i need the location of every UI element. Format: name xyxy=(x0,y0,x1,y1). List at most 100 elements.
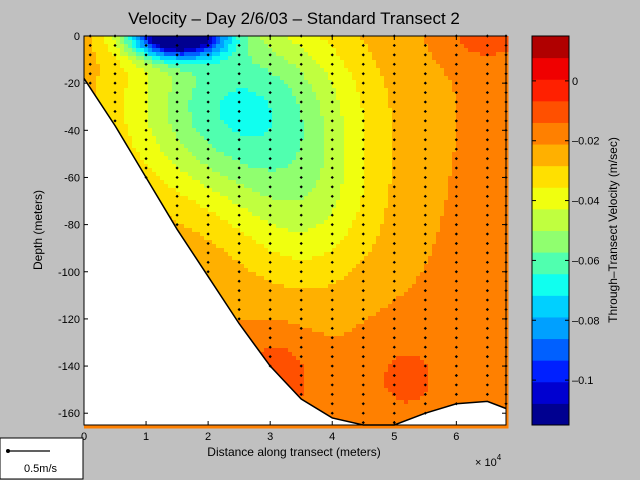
field-cell xyxy=(280,128,285,133)
field-cell xyxy=(192,44,197,49)
field-cell xyxy=(168,92,173,97)
field-cell xyxy=(292,132,297,137)
field-cell xyxy=(208,104,213,109)
field-cell xyxy=(236,48,241,53)
field-cell xyxy=(452,220,457,225)
field-cell xyxy=(108,72,113,77)
field-cell xyxy=(144,132,149,137)
field-cell xyxy=(216,104,221,109)
field-cell xyxy=(464,64,469,69)
field-cell xyxy=(368,200,373,205)
field-cell xyxy=(368,100,373,105)
field-cell xyxy=(492,120,497,125)
field-cell xyxy=(124,120,129,125)
field-cell xyxy=(400,120,405,125)
field-cell xyxy=(400,76,405,81)
field-cell xyxy=(200,72,205,77)
field-cell xyxy=(356,208,361,213)
field-cell xyxy=(424,96,429,101)
field-cell xyxy=(308,36,313,41)
field-cell xyxy=(464,128,469,133)
field-cell xyxy=(472,36,477,41)
field-cell xyxy=(176,96,181,101)
field-cell xyxy=(468,200,473,205)
field-cell xyxy=(284,48,289,53)
field-cell xyxy=(208,212,213,217)
field-cell xyxy=(292,172,297,177)
field-cell xyxy=(196,188,201,193)
field-cell xyxy=(368,168,373,173)
field-cell xyxy=(192,100,197,105)
field-cell xyxy=(184,108,189,113)
field-cell xyxy=(260,136,265,141)
field-cell xyxy=(160,112,165,117)
field-cell xyxy=(120,100,125,105)
field-cell xyxy=(496,180,501,185)
field-cell xyxy=(332,200,337,205)
field-cell xyxy=(452,104,457,109)
field-cell xyxy=(140,56,145,61)
field-cell xyxy=(460,164,465,169)
field-cell xyxy=(260,168,265,173)
field-cell xyxy=(240,184,245,189)
field-cell xyxy=(276,96,281,101)
field-cell xyxy=(180,156,185,161)
field-cell xyxy=(320,84,325,89)
field-cell xyxy=(480,200,485,205)
field-cell xyxy=(416,192,421,197)
field-cell xyxy=(380,52,385,57)
field-cell xyxy=(320,200,325,205)
field-cell xyxy=(220,192,225,197)
field-cell xyxy=(292,92,297,97)
field-cell xyxy=(304,84,309,89)
field-cell xyxy=(172,140,177,145)
field-cell xyxy=(392,124,397,129)
field-cell xyxy=(380,40,385,45)
field-cell xyxy=(320,120,325,125)
field-cell xyxy=(164,116,169,121)
field-cell xyxy=(228,140,233,145)
field-cell xyxy=(300,180,305,185)
field-cell xyxy=(352,112,357,117)
field-cell xyxy=(220,72,225,77)
field-cell xyxy=(84,68,89,73)
field-cell xyxy=(324,84,329,89)
field-cell xyxy=(312,208,317,213)
field-cell xyxy=(500,36,505,41)
field-cell xyxy=(460,204,465,209)
field-cell xyxy=(156,104,161,109)
field-cell xyxy=(500,120,505,125)
field-cell xyxy=(472,188,477,193)
field-cell xyxy=(164,180,169,185)
field-cell xyxy=(384,124,389,129)
field-cell xyxy=(400,84,405,89)
field-cell xyxy=(168,176,173,181)
field-cell xyxy=(284,80,289,85)
field-cell xyxy=(328,164,333,169)
field-cell xyxy=(136,136,141,141)
field-cell xyxy=(360,212,365,217)
field-cell xyxy=(424,140,429,145)
field-cell xyxy=(220,188,225,193)
field-cell xyxy=(436,204,441,209)
field-cell xyxy=(280,180,285,185)
field-cell xyxy=(232,220,237,225)
field-cell xyxy=(236,164,241,169)
field-cell xyxy=(348,180,353,185)
field-cell xyxy=(352,152,357,157)
field-cell xyxy=(308,52,313,57)
field-cell xyxy=(152,84,157,89)
field-cell xyxy=(340,168,345,173)
field-cell xyxy=(456,192,461,197)
field-cell xyxy=(396,216,401,221)
field-cell xyxy=(280,84,285,89)
field-cell xyxy=(340,148,345,153)
field-cell xyxy=(324,172,329,177)
field-cell xyxy=(428,160,433,165)
field-cell xyxy=(184,140,189,145)
field-cell xyxy=(436,148,441,153)
field-cell xyxy=(116,48,121,53)
field-cell xyxy=(320,52,325,57)
field-cell xyxy=(180,132,185,137)
field-cell xyxy=(292,76,297,81)
